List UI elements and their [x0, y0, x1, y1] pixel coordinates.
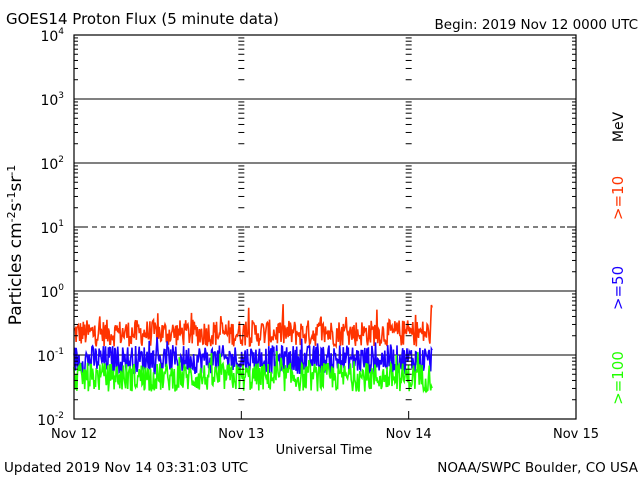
y-tick-label: 101 [40, 219, 64, 237]
y-axis-tick-labels: 10-2 10-1 100 101 102 103 104 [37, 27, 64, 429]
series-line-ge100 [73, 351, 433, 394]
begin-time: Begin: 2019 Nov 12 0000 UTC [435, 17, 638, 33]
gridlines [74, 98, 576, 356]
y-tick-label: 102 [40, 155, 64, 173]
updated-time: Updated 2019 Nov 14 03:31:03 UTC [4, 460, 248, 476]
y-tick-label: 103 [40, 91, 64, 109]
y-tick-label: 10-1 [37, 347, 64, 365]
x-tick-label: Nov 13 [218, 427, 264, 442]
legend-label: >=50 [609, 266, 627, 310]
legend-label: >=100 [609, 351, 627, 405]
y-tick-label: 104 [40, 27, 64, 45]
legend-label: >=10 [609, 176, 627, 220]
legend: >=10 >=50 >=100 MeV [609, 111, 627, 404]
x-axis-tick-labels: Nov 12 Nov 13 Nov 14 Nov 15 [51, 427, 599, 442]
x-axis-title: Universal Time [276, 443, 373, 458]
chart-title: GOES14 Proton Flux (5 minute data) [6, 10, 279, 28]
x-tick-label: Nov 12 [51, 427, 97, 442]
axis-ticks [73, 37, 577, 420]
y-tick-label: 10-2 [37, 411, 64, 429]
data-series [73, 304, 433, 394]
series-line-ge10 [73, 304, 433, 349]
x-tick-label: Nov 14 [386, 427, 432, 442]
y-tick-label: 100 [40, 283, 64, 301]
y-axis-title-text: Particles cm [6, 222, 26, 325]
y-axis-title: Particles cm-2s-1sr-1 [5, 165, 26, 326]
data-source: NOAA/SWPC Boulder, CO USA [437, 460, 639, 476]
x-tick-label: Nov 15 [553, 427, 599, 442]
legend-units: MeV [611, 111, 627, 142]
